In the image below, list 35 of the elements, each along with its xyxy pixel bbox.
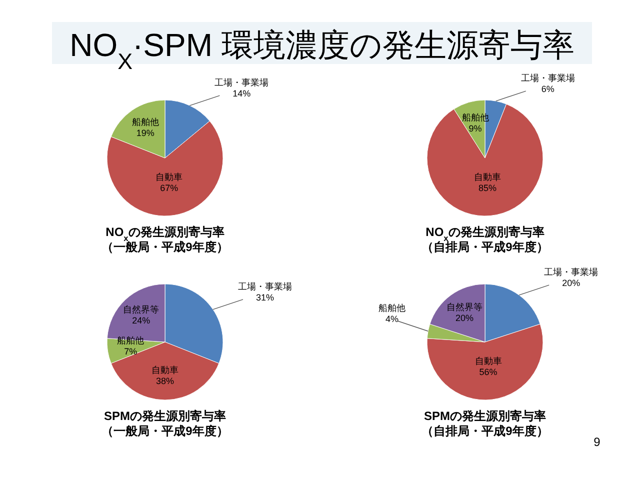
- slice-label: 自然界等: [446, 302, 483, 312]
- slice-label: 工場・事業場: [214, 78, 269, 88]
- text: 9: [594, 435, 601, 449]
- data-label: 19%: [136, 128, 154, 138]
- data-label: 14%: [232, 88, 251, 99]
- data-label: 31%: [256, 292, 274, 302]
- slice-label: 自動車: [474, 356, 502, 366]
- slice-label: 船舶他: [132, 117, 159, 128]
- slice-label: 自動車: [152, 364, 178, 375]
- data-label: 85%: [478, 182, 496, 193]
- text: NO$_{X}$·SPM 環境濃度の発生源寄与率: [70, 27, 574, 74]
- slice-label: 工場・事業場: [544, 267, 598, 278]
- slice-label: 自動車: [156, 172, 183, 182]
- text: （一般局・平成9年度）: [102, 240, 228, 254]
- slice-label: 自動車: [474, 172, 501, 182]
- slice-label: 船舶他: [378, 303, 406, 314]
- data-label: 9%: [468, 124, 482, 134]
- text: SPMの発生源別寄与率: [424, 409, 546, 423]
- slice-label: 自然界等: [123, 304, 160, 315]
- data-label: 24%: [132, 316, 150, 326]
- slice-label: 工場・事業場: [520, 73, 575, 84]
- text: （自排局・平成9年度）: [422, 240, 548, 254]
- data-label: 6%: [541, 84, 554, 94]
- data-label: 4%: [386, 314, 399, 324]
- text: （自排局・平成9年度）: [422, 424, 548, 438]
- data-label: 20%: [456, 312, 474, 323]
- text: SPMの発生源別寄与率: [104, 409, 226, 423]
- data-label: 20%: [562, 278, 580, 288]
- data-label: 38%: [156, 376, 174, 386]
- pie-slice: [426, 104, 544, 216]
- data-label: 67%: [160, 182, 178, 193]
- data-label: 56%: [479, 366, 498, 377]
- data-label: 7%: [124, 346, 138, 356]
- slice-label: 工場・事業場: [238, 281, 292, 292]
- text: （一般局・平成9年度）: [102, 424, 228, 438]
